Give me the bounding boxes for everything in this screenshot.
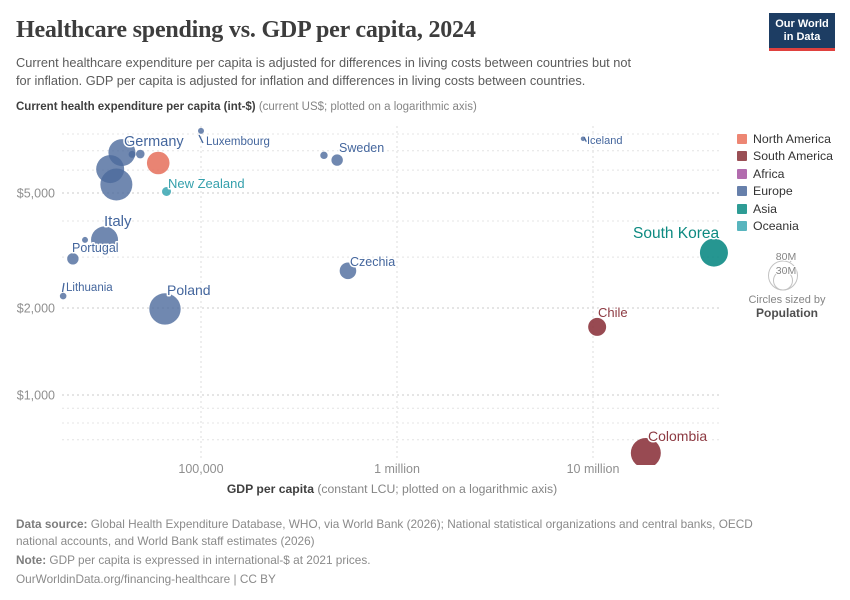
legend-label: Asia: [753, 201, 777, 216]
legend-item-north-america[interactable]: North America: [737, 130, 833, 148]
chart-subtitle: Current healthcare expenditure per capit…: [16, 54, 631, 89]
legend-swatch: [737, 168, 747, 179]
legend-item-africa[interactable]: Africa: [737, 165, 833, 183]
owid-logo[interactable]: Our World in Data: [769, 13, 835, 51]
size-legend-tick-0: [789, 255, 797, 263]
point-label-chile: Chile: [598, 305, 628, 320]
chart-footer: Data source: Global Health Expenditure D…: [16, 516, 834, 588]
continent-legend: North America South America Africa Europe As…: [737, 130, 833, 235]
data-point-europe-dot-2[interactable]: [135, 149, 145, 159]
data-point-portugal[interactable]: [67, 253, 79, 265]
x-tick-label-10-million: 10 million: [567, 462, 620, 476]
data-point-europe-dot-4[interactable]: [82, 236, 89, 243]
size-legend-caption-bold: Population: [756, 306, 818, 320]
data-point-iceland[interactable]: [580, 136, 586, 142]
x-axis-title-unit: (constant LCU; plotted on a logarithmic …: [313, 482, 558, 496]
data-point-chile[interactable]: [588, 317, 607, 336]
data-source-line-2: national accounts, and World Bank staff …: [16, 534, 315, 548]
point-label-poland: Poland: [167, 282, 211, 298]
legend-swatch: [737, 151, 747, 162]
size-legend-inner-circle: [773, 270, 793, 291]
size-legend-outer-circle: [768, 260, 798, 291]
legend-item-oceania[interactable]: Oceania: [737, 218, 833, 236]
subtitle-line-1: Current healthcare expenditure per capit…: [16, 55, 632, 70]
size-legend-caption: Circles sized by: [748, 294, 826, 306]
y-axis-title-main: Current health expenditure per capita (i…: [16, 101, 256, 113]
point-label-new-zealand: New Zealand: [168, 176, 245, 191]
page-title: Healthcare spending vs. GDP per capita, …: [16, 17, 476, 43]
legend-item-south-america[interactable]: South America: [737, 148, 833, 166]
data-point-south-korea[interactable]: [699, 238, 728, 267]
y-tick-label-1000: $1,000: [17, 389, 55, 403]
legend-item-europe[interactable]: Europe: [737, 183, 833, 201]
note-line: Note: GDP per capita is expressed in int…: [16, 553, 371, 567]
point-label-luxembourg: Luxembourg: [206, 136, 270, 148]
logo-line-1: Our World: [775, 18, 829, 30]
y-tick-label-2000: $2,000: [17, 302, 55, 316]
data-point-europe-dot-3[interactable]: [320, 151, 328, 160]
label-connector-2: [61, 282, 65, 293]
data-point-colombia[interactable]: [630, 437, 661, 468]
data-point-czechia[interactable]: [339, 262, 357, 280]
data-point-lithuania[interactable]: [59, 292, 67, 300]
point-label-sweden: Sweden: [339, 141, 384, 155]
y-tick-label-5000: $5,000: [17, 186, 55, 200]
data-point-europe-dot-1[interactable]: [128, 150, 136, 158]
legend-swatch: [737, 203, 747, 214]
legend-label: Oceania: [753, 219, 799, 234]
y-axis-title: Current health expenditure per capita (i…: [16, 101, 477, 113]
legend-label: Europe: [753, 184, 793, 199]
x-axis-title: GDP per capita (constant LCU; plotted on…: [62, 482, 722, 496]
data-point-germany[interactable]: [108, 139, 136, 167]
size-legend-tick-1: [786, 269, 797, 273]
data-point-north-america-dot[interactable]: [146, 151, 170, 175]
logo-line-2: in Data: [783, 31, 821, 43]
citation-link[interactable]: OurWorldinData.org/financing-healthcare …: [16, 572, 276, 586]
legend-swatch: [737, 221, 747, 232]
data-point-new-zealand[interactable]: [162, 187, 172, 197]
data-point-poland[interactable]: [149, 293, 181, 325]
legend-label: South America: [753, 149, 833, 164]
legend-swatch: [737, 186, 747, 197]
legend-label: Africa: [753, 166, 785, 181]
x-axis-title-main: GDP per capita: [226, 482, 314, 496]
size-legend-small-value: 30M: [776, 265, 796, 277]
point-label-south-korea: South Korea: [633, 225, 720, 242]
legend-swatch: [737, 133, 747, 144]
legend-item-asia[interactable]: Asia: [737, 200, 833, 218]
label-connector-0: [198, 134, 204, 144]
x-tick-label-100-000: 100,000: [178, 462, 223, 476]
point-label-colombia: Colombia: [648, 428, 707, 444]
legend-label: North America: [753, 131, 831, 146]
data-point-italy[interactable]: [91, 226, 119, 254]
point-label-lithuania: Lithuania: [66, 282, 113, 294]
x-tick-label-1-million: 1 million: [374, 462, 420, 476]
y-axis-title-unit: (current US$; plotted on a logarithmic a…: [255, 101, 477, 113]
data-point-luxembourg[interactable]: [198, 127, 204, 134]
data-source-line-1: Data source: Global Health Expenditure D…: [16, 517, 753, 531]
point-label-czechia: Czechia: [350, 255, 395, 269]
size-legend-big-value: 80M: [776, 251, 796, 263]
point-label-iceland: Iceland: [587, 135, 622, 147]
subtitle-line-2: for inflation. GDP per capita is adjuste…: [16, 72, 586, 88]
data-point-sweden[interactable]: [331, 154, 343, 166]
